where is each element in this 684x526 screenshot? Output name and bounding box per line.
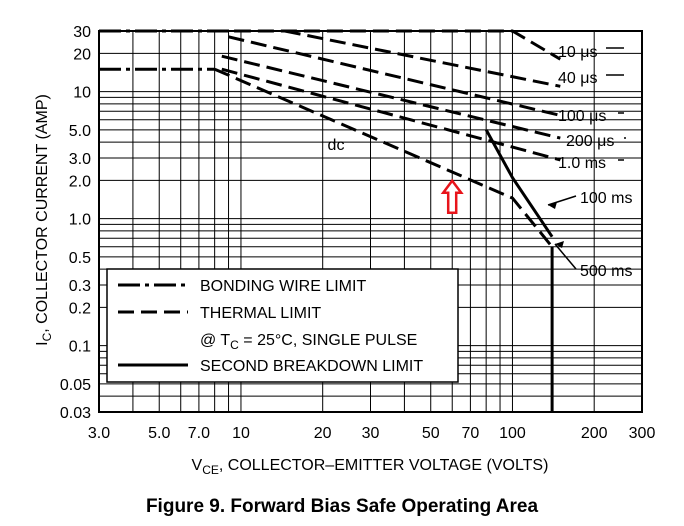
y-tick-label: 30 bbox=[73, 24, 91, 41]
series-line-2 bbox=[228, 35, 561, 117]
y-tick-label: 0.03 bbox=[60, 405, 91, 422]
series-line-3 bbox=[221, 54, 561, 140]
curve-label-1: 40 μs bbox=[558, 70, 597, 87]
y-tick-labels: 30 20 10 5.0 3.0 2.0 1.0 0.5 0.3 0.2 0.1 0.05 0.03 bbox=[60, 24, 91, 422]
plot-border bbox=[98, 30, 643, 413]
x-tick-label: 100 bbox=[499, 425, 526, 442]
leader-arrow bbox=[555, 241, 564, 248]
curve-label-6: 500 ms bbox=[580, 263, 632, 280]
x-tick-label: 3.0 bbox=[88, 425, 110, 442]
legend-box bbox=[106, 268, 459, 383]
series-line-4 bbox=[221, 67, 561, 162]
y-tick-label: 0.05 bbox=[60, 377, 91, 394]
x-tick-label: 300 bbox=[629, 425, 656, 442]
legend-entry-0: BONDING WIRE LIMIT bbox=[200, 278, 366, 295]
curve-labels: 10 μs 40 μs 100 μs 200 μs 1.0 ms 100 ms 500 ms… bbox=[328, 44, 633, 280]
curve-label-4: 1.0 ms bbox=[558, 155, 606, 172]
legend-entry-1: THERMAL LIMIT bbox=[200, 305, 321, 322]
curve-label-3: 200 μs bbox=[566, 133, 614, 150]
curve-label-7: dc bbox=[328, 137, 345, 154]
leader-arrow bbox=[548, 202, 557, 209]
x-tick-label: 20 bbox=[314, 425, 332, 442]
x-tick-label: 7.0 bbox=[188, 425, 210, 442]
y-tick-label: 0.5 bbox=[69, 250, 91, 267]
figure-caption: Figure 9. Forward Bias Safe Operating Ar… bbox=[145, 496, 539, 517]
x-tick-label: 70 bbox=[462, 425, 480, 442]
x-tick-label: 200 bbox=[581, 425, 608, 442]
x-tick-label: 10 bbox=[232, 425, 250, 442]
series-line-7 bbox=[214, 67, 554, 248]
legend: BONDING WIRE LIMIT THERMAL LIMIT @ TC = 25… bbox=[106, 268, 459, 383]
curve-label-0: 10 μs bbox=[558, 44, 597, 61]
y-tick-label: 0.2 bbox=[69, 300, 91, 317]
plot-frame bbox=[98, 30, 643, 413]
x-tick-label: 30 bbox=[362, 425, 380, 442]
legend-entry-2: @ TC = 25°C, SINGLE PULSE bbox=[200, 332, 417, 352]
legend-entry-3: SECOND BREAKDOWN LIMIT bbox=[200, 358, 423, 375]
safe-operating-area-chart: 3.0 5.0 7.0 10 20 30 50 70 100 200 300 3020105.03.… bbox=[34, 24, 656, 477]
y-tick-label: 10 bbox=[73, 85, 91, 102]
x-axis-label: VCE, COLLECTOR–EMITTER VOLTAGE (VOLTS) bbox=[192, 457, 549, 477]
y-tick-label: 1.0 bbox=[69, 212, 91, 229]
series-line-5 bbox=[484, 129, 554, 238]
y-tick-label: 20 bbox=[73, 46, 91, 63]
y-tick-label: 5.0 bbox=[69, 123, 91, 140]
y-tick-label: 0.3 bbox=[69, 278, 91, 295]
x-tick-label: 50 bbox=[422, 425, 440, 442]
curve-label-2: 100 μs bbox=[558, 108, 606, 125]
series-line-1 bbox=[284, 29, 561, 88]
y-axis-label: IC, COLLECTOR CURRENT (AMP) bbox=[34, 94, 54, 346]
x-tick-label: 5.0 bbox=[148, 425, 170, 442]
annotation bbox=[440, 178, 464, 214]
y-tick-label: 0.1 bbox=[69, 339, 91, 356]
red-up-arrow-icon bbox=[440, 178, 464, 214]
x-tick-labels: 3.0 5.0 7.0 10 20 30 50 70 100 200 300 bbox=[88, 425, 656, 442]
leader-line bbox=[554, 243, 577, 270]
curve-label-5: 100 ms bbox=[580, 190, 632, 207]
y-tick-label: 3.0 bbox=[69, 151, 91, 168]
y-tick-label: 2.0 bbox=[69, 173, 91, 190]
